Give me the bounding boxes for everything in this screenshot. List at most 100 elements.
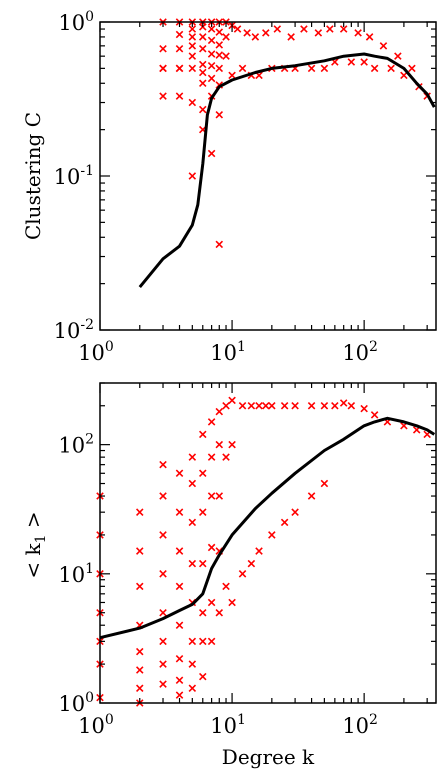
neighbor-degree-point [159,460,167,469]
clustering-point [207,50,216,58]
tick-base: 10 [78,714,105,738]
neighbor-degree-y-axis-label: < k1 > [21,511,49,578]
neighbor-degree-point [159,531,167,539]
clustering-x-tick-label: 100 [78,339,114,365]
neighbor-degree-point [280,518,289,527]
neighbor-degree-point [247,401,256,410]
clustering-point [159,45,167,53]
clustering-point [207,74,216,83]
clustering-point [188,25,197,33]
clustering-point [243,29,251,37]
clustering-point [199,68,207,77]
tick-exponent: 2 [85,432,94,448]
clustering-x-tick-label: 102 [342,339,378,365]
clustering-point [175,92,184,100]
neighbor-degree-point [199,469,207,478]
neighbor-degree-point [291,508,299,516]
clustering-point [175,30,184,39]
neighbor-degree-point [360,404,368,413]
neighbor-degree-point [175,582,184,591]
neighbor-degree-point [159,660,167,668]
clustering-point [222,33,230,41]
tick-base: 10 [78,341,105,365]
clustering-point [238,64,247,73]
clustering-point [188,42,197,50]
tick-base: 10 [54,319,81,343]
clustering-point [365,33,374,41]
clustering-point [207,149,216,158]
clustering-point [222,52,230,60]
neighbor-degree-point [207,598,216,607]
neighbor-degree-point [280,401,289,410]
neighbor-degree-point [207,637,216,646]
neighbor-degree-point [175,691,184,699]
clustering-point [287,33,295,41]
neighbor-degree-point [268,531,276,539]
tick-exponent: 0 [85,690,94,706]
neighbor-degree-point [199,608,207,617]
y-label-end: > [21,511,45,534]
tick-exponent: 1 [237,339,246,355]
neighbor-degree-point [188,684,197,693]
clustering-point [215,110,224,119]
clustering-point [188,52,197,60]
clustering-point [408,64,416,73]
clustering-point [314,29,323,37]
clustering-point [188,64,197,73]
neighbor-degree-point [175,621,184,629]
clustering-point [326,25,334,33]
clustering-point [400,71,408,80]
neighbor-degree-point [215,608,224,617]
neighbor-degree-average-line [99,416,436,640]
clustering-point [379,42,388,50]
clustering-point [175,64,184,73]
neighbor-degree-point [222,401,230,410]
clustering-point [188,98,197,107]
neighbor-degree-point [215,407,224,416]
clustering-point [347,58,356,66]
neighbor-degree-y-tick-label: 101 [58,561,94,587]
clustering-point [262,29,270,37]
neighbor-degree-point [159,637,167,646]
clustering-point [360,58,368,66]
clustering-point [215,64,224,73]
clustering-data-layer [138,18,436,289]
neighbor-degree-point [188,518,197,527]
neighbor-degree-point [135,684,144,693]
tick-exponent: 0 [105,339,114,355]
clustering-point [370,64,379,73]
neighbor-degree-point [175,547,184,555]
neighbor-degree-point [255,401,263,410]
neighbor-degree-point [291,401,299,410]
neighbor-degree-point [222,582,230,591]
neighbor-degree-point [188,559,197,568]
clustering-point [228,71,236,80]
neighbor-degree-point [175,508,184,516]
neighbor-degree-point [135,666,144,674]
neighbor-degree-point [175,676,184,685]
neighbor-degree-x-tick-label: 100 [78,712,114,738]
clustering-y-tick-label: 100 [58,9,94,35]
tick-exponent: 1 [85,561,94,577]
neighbor-degree-point [188,637,197,646]
neighbor-degree-point [228,598,236,607]
neighbor-degree-point [135,547,144,555]
neighbor-degree-point [238,570,247,578]
clustering-point [207,61,216,70]
clustering-point [159,92,167,100]
neighbor-degree-point [159,608,167,617]
neighbor-degree-point [320,401,329,410]
neighbor-degree-point [188,660,197,668]
y-label-subscript: 1 [33,534,49,543]
tick-exponent: 0 [105,712,114,728]
neighbor-degree-point [159,680,167,688]
neighbor-degree-x-tick-label: 102 [342,712,378,738]
neighbor-degree-point [135,647,144,656]
tick-exponent: 2 [369,339,378,355]
clustering-y-tick-label: 10-1 [54,163,94,189]
neighbor-degree-point [207,453,216,461]
neighbor-degree-point [135,508,144,516]
